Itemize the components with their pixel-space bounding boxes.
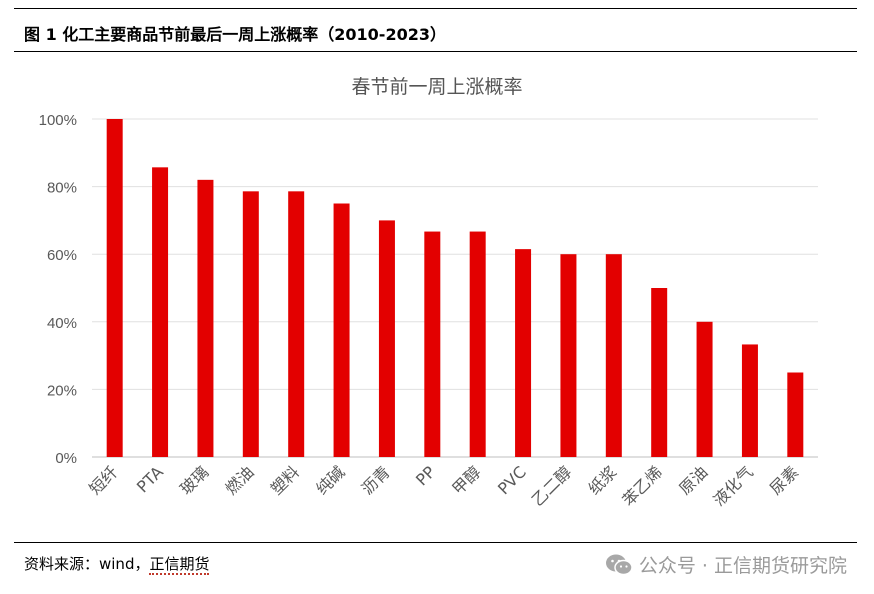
bar [242, 191, 259, 457]
bar [378, 220, 395, 457]
x-tick-label: PVC [494, 462, 530, 498]
y-tick-label: 20% [47, 382, 77, 399]
x-tick-label: 纯碱 [312, 462, 348, 498]
bar [605, 254, 622, 457]
y-tick-label: 40% [47, 315, 77, 332]
bar [197, 179, 214, 457]
bar [787, 372, 804, 457]
bar [424, 231, 441, 457]
y-tick-label: 80% [47, 180, 77, 197]
y-tick-label: 100% [39, 112, 77, 129]
source-note: 资料来源：wind，正信期货 [24, 553, 210, 575]
x-tick-label: 苯乙烯 [619, 462, 666, 509]
bar [560, 254, 577, 457]
x-tick-label: 纸浆 [585, 462, 621, 498]
figure-title: 图 1 化工主要商品节前最后一周上涨概率（2010-2023） [24, 25, 446, 44]
x-tick-label: 液化气 [709, 462, 756, 509]
bar [333, 203, 350, 457]
figure-footer: 资料来源：wind，正信期货 公众号 · 正信期货研究院 [14, 542, 857, 582]
bar-chart: 0% 20% 40% 60% 80% 100% 短纤 PTA 玻璃 燃油 塑料 纯碱 沥青 PP 甲醇 PVC… [39, 112, 818, 510]
x-tick-label: 玻璃 [176, 462, 212, 498]
x-tick-label: 乙二醇 [528, 462, 575, 509]
bar [288, 191, 305, 457]
watermark: 公众号 · 正信期货研究院 [605, 551, 847, 578]
y-tick-label: 60% [47, 247, 77, 264]
x-tick-label: 沥青 [358, 462, 394, 498]
bar [515, 249, 532, 457]
x-tick-label: 尿素 [766, 462, 802, 498]
bar [651, 288, 668, 457]
bar [469, 231, 486, 457]
watermark-text: 公众号 · 正信期货研究院 [638, 555, 847, 577]
figure-header: 图 1 化工主要商品节前最后一周上涨概率（2010-2023） [14, 8, 857, 52]
x-tick-label: 塑料 [267, 462, 303, 498]
y-tick-label: 0% [55, 450, 77, 467]
wechat-icon [605, 554, 633, 575]
bar [696, 321, 713, 457]
source-link[interactable]: 正信期货 [149, 555, 210, 575]
bar [741, 344, 758, 457]
source-prefix: 资料来源：wind， [24, 555, 150, 573]
chart-area: 春节前一周上涨概率 0% 20% 40% 60% 80% 100% 短纤 PTA 玻璃 燃油 塑料纯… [0, 52, 874, 542]
bar [152, 167, 169, 458]
x-tick-label: PP [412, 462, 439, 489]
chart-title: 春节前一周上涨概率 [351, 76, 523, 98]
x-tick-label: 原油 [675, 462, 711, 498]
x-tick-label: PTA [133, 462, 167, 496]
x-tick-label: 燃油 [222, 462, 258, 498]
x-tick-label: 短纤 [85, 462, 121, 498]
x-tick-label: 甲醇 [448, 462, 484, 498]
bar [106, 119, 123, 457]
